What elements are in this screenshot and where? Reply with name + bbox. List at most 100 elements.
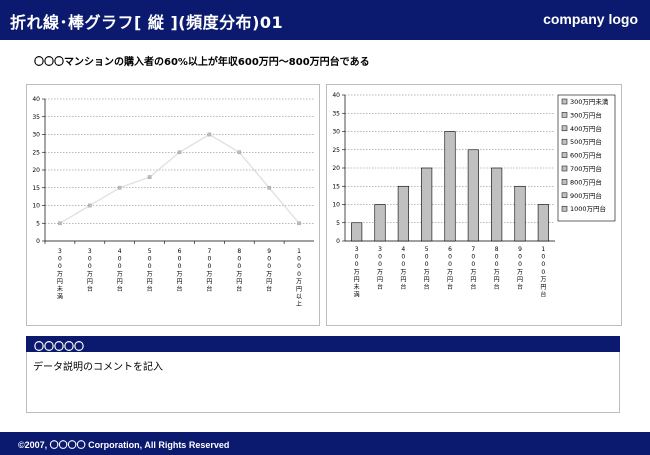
line-x-tick-label-4: 0: [178, 256, 182, 263]
bar-x-tick-label-1: 万: [377, 269, 383, 276]
copyright-text: ©2007, 〇〇〇〇 Corporation, All Rights Rese…: [18, 440, 230, 450]
line-x-tick-label-4: 万: [176, 271, 182, 278]
line-x-tick-label-0: 満: [57, 293, 63, 301]
bar-x-tick-label-5: 7: [471, 246, 475, 253]
line-point-6: [237, 150, 242, 155]
bar-legend-swatch-8: [561, 205, 568, 212]
bar-x-tick-label-6: 円: [494, 276, 500, 283]
header-bar: 折れ線･棒グラフ[ 縦 ](頻度分布)01 company logo: [0, 0, 650, 40]
bar-legend-swatch-1: [561, 112, 568, 118]
bar-x-tick-label-3: 0: [425, 254, 429, 261]
bar-x-tick-label-3: 5: [425, 246, 429, 253]
bar-0: [351, 222, 363, 242]
bar-legend-entry-0: 300万円未満: [570, 97, 609, 106]
line-x-tick-label-8: 上: [296, 300, 302, 308]
bar-legend-entry-5: 700万円台: [570, 164, 602, 173]
bar-x-tick-label-6: 0: [495, 254, 499, 261]
line-x-tick-label-8: 1: [297, 248, 301, 255]
bar-legend-swatch-6: [561, 179, 568, 185]
line-y-tick-label: 10: [32, 203, 40, 210]
bar-y-tick-label: 5: [336, 220, 340, 227]
line-x-tick-label-5: 0: [207, 263, 211, 270]
bar-6: [491, 167, 503, 242]
bar-x-tick-label-5: 0: [471, 254, 475, 261]
bar-legend-entry-6: 800万円台: [570, 177, 602, 186]
bar-y-tick-label: 20: [332, 165, 340, 172]
line-x-tick-label-6: 0: [237, 263, 241, 270]
bar-x-tick-label-0: 満: [354, 291, 360, 299]
bar-x-tick-label-8: 万: [540, 276, 546, 283]
bar-y-tick-label: 10: [332, 202, 340, 209]
line-y-tick-label: 20: [32, 167, 40, 174]
bar-legend-swatch-4: [561, 152, 568, 158]
bar-x-tick-label-2: 台: [400, 283, 406, 291]
comment-heading: 〇〇〇〇〇: [34, 342, 84, 353]
chart-subtitle: 〇〇〇マンションの購入者の60%以上が年収600万円～800万円台である: [34, 57, 370, 68]
bar-7: [514, 185, 526, 242]
line-x-tick-label-8: 円: [296, 286, 302, 293]
bar-legend-swatch-2: [561, 125, 568, 132]
line-x-tick-label-0: 円: [57, 278, 63, 285]
bar-x-tick-label-2: 4: [401, 246, 405, 253]
line-x-tick-label-6: 0: [237, 256, 241, 263]
line-x-tick-label-2: 0: [118, 256, 122, 263]
comment-text: データ説明のコメントを記入: [33, 362, 163, 373]
bar-legend-swatch-7: [561, 192, 568, 199]
line-x-tick-label-2: 万: [117, 271, 123, 278]
comment-heading-bar: 〇〇〇〇〇: [26, 336, 620, 353]
bar-x-tick-label-7: 9: [518, 246, 522, 253]
line-x-tick-label-7: 9: [267, 248, 271, 255]
bar-legend-swatch-5: [561, 165, 568, 172]
bar-x-tick-label-8: 0: [541, 254, 545, 261]
bar-chart-panel: 0 5 10 15 20 25 30 35 40 3 0 0 万円未満 3 0 0 万円台 4 0 0 万円台 5 0 0 万円…: [326, 84, 622, 326]
bar-x-tick-label-1: 0: [378, 254, 382, 261]
bar-legend-entry-3: 500万円台: [570, 137, 602, 146]
line-y-tick-label: 30: [32, 132, 40, 139]
bar-legend-swatch-0: [561, 98, 568, 105]
line-y-tick-label: 5: [36, 220, 40, 227]
line-point-1: [88, 203, 92, 208]
bar-legend-entry-2: 400万円台: [570, 124, 602, 133]
bar-1: [374, 204, 386, 242]
bar-legend-entry-1: 300万円台: [570, 110, 602, 119]
line-x-tick-label-6: 円: [236, 278, 242, 285]
bar-x-tick-label-0: 未: [354, 283, 360, 291]
bar-y-tick-label: 0: [336, 238, 340, 245]
line-x-tick-label-1: 台: [87, 285, 93, 293]
page-title: 折れ線･棒グラフ[ 縦 ](頻度分布)01: [10, 13, 284, 32]
line-x-tick-label-7: 0: [267, 263, 271, 270]
line-x-tick-label-1: 3: [88, 248, 92, 255]
line-x-tick-label-0: 万: [57, 271, 63, 278]
line-x-tick-label-5: 0: [207, 256, 211, 263]
line-x-tick-label-1: 万: [87, 271, 93, 278]
bar-x-tick-label-4: 0: [448, 254, 452, 261]
bar-x-tick-label-2: 円: [400, 276, 406, 283]
line-x-tick-label-2: 0: [118, 263, 122, 270]
line-x-tick-label-6: 台: [236, 285, 242, 293]
bar-x-tick-label-4: 0: [448, 261, 452, 268]
bar-x-tick-label-3: 台: [424, 283, 430, 291]
line-point-8: [297, 221, 301, 226]
bar-x-tick-label-4: 円: [447, 276, 453, 283]
line-x-tick-label-3: 万: [147, 271, 153, 278]
line-x-tick-label-5: 台: [206, 285, 212, 293]
bar-x-tick-label-3: 万: [424, 269, 430, 276]
line-x-tick-label-6: 万: [236, 271, 242, 278]
bar-x-tick-label-3: 0: [425, 261, 429, 268]
bar-x-tick-label-2: 0: [401, 254, 405, 261]
bar-x-tick-label-0: 0: [355, 254, 359, 261]
line-x-tick-label-8: 0: [297, 256, 301, 263]
bar-x-tick-label-4: 万: [447, 269, 453, 276]
bar-legend-swatch-3: [561, 138, 568, 145]
footer-bar: ©2007, 〇〇〇〇 Corporation, All Rights Rese…: [0, 432, 650, 455]
line-x-tick-label-3: 台: [147, 285, 153, 293]
bar-y-tick-label: 25: [332, 147, 340, 154]
bar-x-tick-label-6: 万: [494, 269, 500, 276]
bar-x-tick-label-5: 0: [471, 261, 475, 268]
comment-box: データ説明のコメントを記入: [26, 352, 620, 413]
bar-y-tick-label: 30: [332, 129, 340, 136]
bar-x-tick-label-8: 台: [540, 291, 546, 299]
line-y-tick-label: 25: [32, 149, 40, 156]
line-x-tick-label-4: 円: [176, 278, 182, 285]
bar-legend-entry-8: 1000万円台: [570, 204, 606, 213]
